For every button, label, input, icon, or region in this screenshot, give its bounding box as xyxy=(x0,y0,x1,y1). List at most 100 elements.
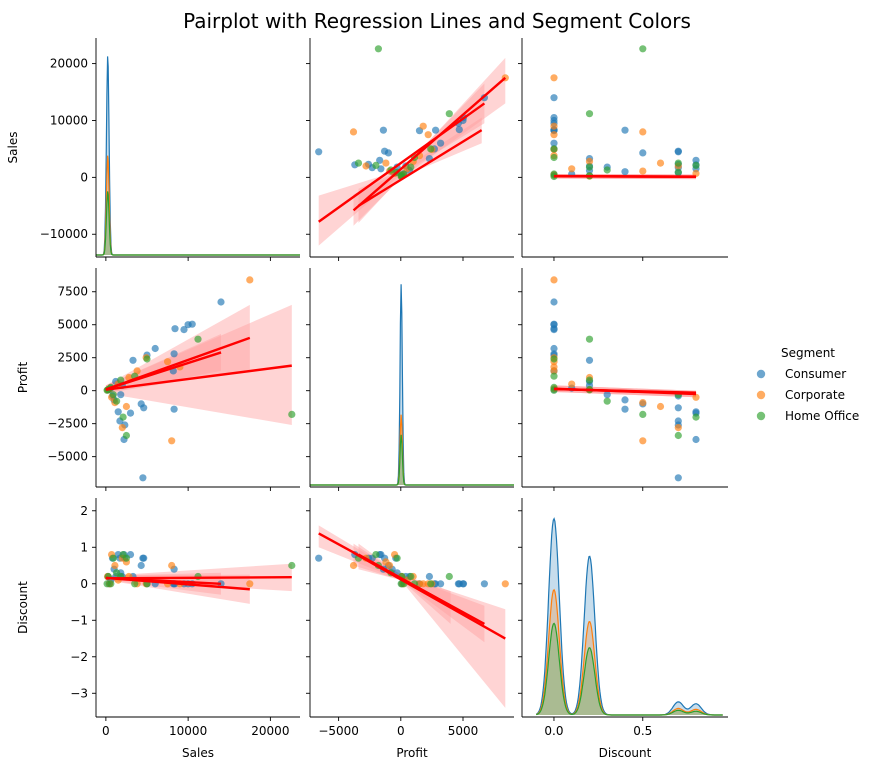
data-point xyxy=(585,163,594,171)
data-point xyxy=(585,376,594,384)
y-axis-label-profit: Profit xyxy=(16,362,30,394)
data-point xyxy=(122,402,130,411)
data-point xyxy=(114,408,122,416)
kde-fill xyxy=(96,56,300,256)
data-point xyxy=(550,131,558,139)
data-point xyxy=(113,397,121,405)
regression-line xyxy=(352,76,507,212)
panel-sales-vs-profit xyxy=(306,38,514,261)
x-tick-label: 0.5 xyxy=(633,724,652,738)
data-point xyxy=(692,169,700,177)
data-point xyxy=(164,358,172,366)
legend-title: Segment xyxy=(781,346,835,360)
data-point xyxy=(288,410,296,418)
data-point xyxy=(445,572,453,581)
data-point xyxy=(170,350,178,358)
data-point xyxy=(550,122,558,130)
data-point xyxy=(621,405,629,413)
legend-label: Consumer xyxy=(785,367,846,381)
data-point xyxy=(168,437,176,445)
data-point xyxy=(550,94,558,102)
data-point xyxy=(550,325,558,333)
data-point xyxy=(455,126,463,134)
data-point xyxy=(122,431,130,440)
y-axis-label-discount: Discount xyxy=(16,581,30,634)
kde-fill xyxy=(310,434,514,485)
data-point xyxy=(384,149,392,157)
data-point xyxy=(437,580,445,588)
data-point xyxy=(374,45,382,53)
legend-label: Home Office xyxy=(785,409,859,423)
y-tick-label: −10000 xyxy=(40,227,88,241)
data-point xyxy=(550,367,558,375)
data-point xyxy=(349,561,358,570)
y-tick-label: 10000 xyxy=(50,113,88,127)
y-tick-label: 20000 xyxy=(50,57,88,71)
kde-curve xyxy=(535,588,723,716)
data-point xyxy=(568,165,576,173)
data-point xyxy=(103,580,111,588)
regression-line xyxy=(318,102,486,223)
data-point xyxy=(639,437,647,445)
x-tick-label: 0 xyxy=(397,724,405,738)
panel-profit-vs-sales: −5000 −2500 0 2500 5000 7500 xyxy=(47,268,300,491)
data-point xyxy=(379,126,387,134)
data-point xyxy=(151,344,159,353)
data-point xyxy=(639,410,647,418)
y-tick-label: 0 xyxy=(80,384,88,398)
data-point xyxy=(349,128,358,136)
data-point xyxy=(377,551,385,559)
data-point xyxy=(137,561,145,570)
x-axis-label-discount: Discount xyxy=(599,746,652,760)
data-point xyxy=(674,417,682,425)
data-point xyxy=(674,431,682,440)
data-point xyxy=(171,325,179,333)
data-point xyxy=(424,131,432,139)
x-tick-label: 20000 xyxy=(251,724,289,738)
kde-fill xyxy=(96,155,300,255)
data-point xyxy=(111,561,119,570)
kde-fill xyxy=(310,284,514,485)
x-tick-label: 10000 xyxy=(169,724,207,738)
panel-grid: −1000001000020000−5000−25000250050007500… xyxy=(6,38,728,760)
confidence-band xyxy=(358,117,482,223)
data-point xyxy=(113,569,121,577)
kde-curve xyxy=(96,155,300,256)
data-point xyxy=(143,355,151,363)
data-point xyxy=(246,276,254,284)
data-point xyxy=(639,45,647,53)
panel-discount-vs-profit: −5000 0 5000 xyxy=(306,498,514,738)
legend-marker xyxy=(756,411,766,421)
y-tick-label: 7500 xyxy=(57,285,88,299)
data-point xyxy=(425,572,433,581)
data-point xyxy=(139,474,147,482)
panel-profit-vs-profit xyxy=(306,268,514,491)
kde-curve xyxy=(535,517,723,716)
data-point xyxy=(639,149,647,157)
legend-marker xyxy=(756,369,766,379)
data-point xyxy=(674,474,682,482)
data-point xyxy=(674,147,682,155)
regression-line xyxy=(105,576,292,580)
kde-curve xyxy=(96,191,300,256)
confidence-band xyxy=(358,543,451,624)
data-point xyxy=(393,554,401,562)
data-point xyxy=(550,153,558,162)
data-point xyxy=(585,157,594,165)
data-point xyxy=(372,551,380,559)
data-point xyxy=(621,396,629,404)
data-point xyxy=(585,110,594,118)
data-point xyxy=(382,558,390,566)
y-tick-label: 0 xyxy=(80,577,88,591)
data-point xyxy=(692,161,700,169)
data-point xyxy=(117,391,125,399)
data-point xyxy=(109,391,117,399)
data-point xyxy=(194,572,202,581)
panel-discount-vs-sales: 0 10000 20000 −3 −2 −1 0 1 2 xyxy=(70,498,300,738)
y-tick-label: 1 xyxy=(80,540,88,554)
data-point xyxy=(692,413,700,421)
data-point xyxy=(180,326,188,334)
panel-sales-vs-sales: −10000 0 10000 20000 xyxy=(40,38,300,261)
panel-discount-vs-discount: 0.0 0.5 xyxy=(518,498,728,738)
